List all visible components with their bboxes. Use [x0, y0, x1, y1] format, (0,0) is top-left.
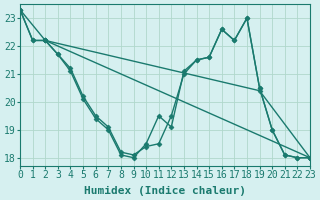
X-axis label: Humidex (Indice chaleur): Humidex (Indice chaleur)	[84, 186, 246, 196]
